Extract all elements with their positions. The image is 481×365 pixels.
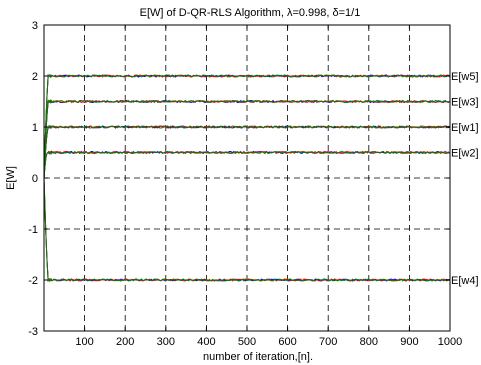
x-tick-label: 400 — [197, 336, 215, 348]
series-line — [43, 98, 451, 179]
y-tick-label: 0 — [32, 173, 38, 185]
x-tick-label: 300 — [157, 336, 175, 348]
series-line — [43, 150, 451, 179]
x-axis-label: number of iteration,[n]. — [203, 351, 313, 363]
x-tick-label: 700 — [319, 336, 337, 348]
x-tick-label: 100 — [75, 336, 93, 348]
y-tick-label: 1 — [32, 122, 38, 134]
series-line — [43, 177, 451, 282]
y-tick-label: 2 — [32, 71, 38, 83]
chart-title: E[W] of D-QR-RLS Algorithm, λ=0.998, δ=1… — [140, 7, 361, 19]
series-label: E[w1] — [451, 122, 479, 134]
series-line — [43, 124, 451, 179]
y-axis-label: E[W] — [5, 166, 17, 190]
series-label: E[w3] — [451, 97, 479, 109]
y-tick-label: 3 — [32, 20, 38, 32]
y-tick-label: -2 — [28, 275, 38, 287]
y-tick-label: -3 — [28, 326, 38, 338]
x-tick-label: 600 — [278, 336, 296, 348]
series-lines — [43, 73, 451, 283]
series-labels: E[w5] E[w3] E[w1] E[w2] E[w4] — [451, 71, 479, 287]
x-tick-label: 500 — [238, 336, 256, 348]
y-tick-label: -1 — [28, 224, 38, 236]
x-tick-label: 200 — [116, 336, 134, 348]
x-tick-label: 1000 — [438, 336, 462, 348]
series-line — [43, 74, 451, 179]
series-label: E[w4] — [451, 275, 479, 287]
x-tick-label: 900 — [400, 336, 418, 348]
x-tick-label: 800 — [360, 336, 378, 348]
series-label: E[w2] — [451, 148, 479, 160]
ticks: 100 200 300 400 500 600 700 800 900 1000 -3 -2 -1 0 1 2… — [28, 20, 462, 348]
series-label: E[w5] — [451, 71, 479, 83]
